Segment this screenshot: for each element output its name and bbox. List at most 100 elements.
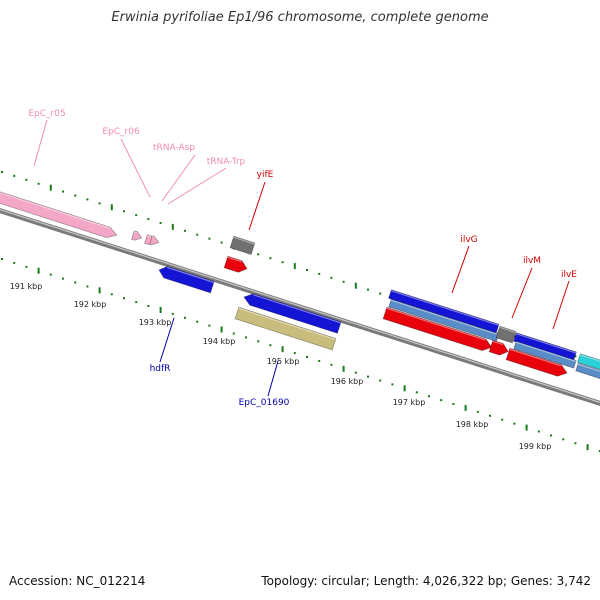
- minor-tick: [513, 335, 516, 338]
- minor-tick: [281, 261, 284, 264]
- scale-tick-label: 198 kbp: [456, 420, 489, 429]
- minor-tick: [367, 288, 369, 291]
- scale-tick-label: 191 kbp: [10, 282, 43, 291]
- minor-tick: [62, 277, 64, 280]
- feature-label[interactable]: yifE: [257, 170, 274, 180]
- minor-tick: [135, 214, 138, 217]
- feature-label[interactable]: ilvE: [561, 270, 577, 280]
- minor-tick: [159, 221, 162, 224]
- minor-tick: [330, 276, 333, 279]
- minor-tick: [86, 285, 89, 288]
- feature-label[interactable]: ilvG: [460, 235, 477, 245]
- minor-tick: [318, 359, 321, 362]
- reverse-strand-dotted-guide: [1, 258, 600, 453]
- gene-red-long-arrow[interactable]: [382, 306, 493, 353]
- minor-tick: [550, 434, 552, 437]
- gene-ilvG-lower-arrow[interactable]: [388, 298, 500, 342]
- gene-cyan-arrow[interactable]: [577, 353, 600, 372]
- minor-tick: [86, 198, 89, 201]
- tRNA-extra-arrow[interactable]: [149, 235, 160, 247]
- minor-tick: [476, 410, 479, 413]
- minor-tick: [196, 320, 199, 323]
- minor-tick: [318, 272, 321, 275]
- minor-tick: [391, 383, 394, 386]
- scale-tick-label: 195 kbp: [267, 357, 300, 366]
- accession-text: Accession: NC_012214: [9, 574, 146, 588]
- feature-label[interactable]: EpC_r06: [102, 127, 140, 137]
- gene-features[interactable]: [0, 190, 600, 381]
- gene-khaki-arrow[interactable]: [234, 306, 337, 351]
- minor-tick: [306, 355, 308, 358]
- minor-tick: [342, 280, 345, 283]
- gene-red-small-arrow[interactable]: [488, 339, 510, 357]
- minor-tick: [537, 430, 540, 433]
- minor-tick: [37, 182, 40, 185]
- minor-tick: [269, 344, 272, 347]
- feature-label[interactable]: tRNA-Trp: [207, 157, 246, 167]
- scale-tick-label: 199 kbp: [519, 442, 552, 451]
- feature-label[interactable]: ilvM: [523, 256, 541, 266]
- minor-tick: [25, 265, 28, 268]
- feature-label[interactable]: EpC_r05: [28, 109, 65, 119]
- minor-tick: [123, 210, 125, 213]
- minor-tick: [574, 442, 577, 445]
- minor-tick: [196, 233, 199, 236]
- minor-tick: [220, 241, 223, 244]
- scale-tick-label: 196 kbp: [331, 377, 364, 386]
- minor-tick: [13, 174, 16, 177]
- minor-tick: [513, 422, 516, 425]
- minor-tick: [184, 229, 186, 232]
- gene-ilvG-arrow[interactable]: [388, 289, 500, 334]
- minor-tick: [501, 418, 504, 421]
- minor-tick: [306, 268, 308, 271]
- minor-tick: [62, 190, 64, 193]
- gene-red-ilvE-arrow[interactable]: [505, 347, 569, 378]
- minor-tick: [25, 178, 28, 181]
- minor-tick: [147, 218, 150, 221]
- minor-tick: [330, 363, 333, 366]
- minor-tick: [379, 379, 382, 382]
- minor-tick: [415, 391, 418, 394]
- minor-tick: [74, 281, 77, 284]
- gene-gray-arrow[interactable]: [229, 235, 256, 255]
- gene-ilvM-gray-arrow[interactable]: [495, 325, 517, 344]
- minor-tick: [123, 297, 125, 300]
- minor-tick: [13, 261, 16, 264]
- gene-hdfR-arrow[interactable]: [157, 264, 215, 294]
- minor-tick: [354, 371, 357, 374]
- rRNA-EpC_r05-arrow[interactable]: [0, 190, 119, 241]
- minor-tick: [257, 340, 260, 343]
- feature-label[interactable]: tRNA-Asp: [153, 143, 195, 153]
- gene-ilvM-lower-arrow[interactable]: [513, 340, 577, 369]
- feature-label[interactable]: hdfR: [150, 364, 171, 374]
- scale-tick-label: 193 kbp: [139, 318, 172, 327]
- minor-tick: [562, 438, 565, 441]
- scale-tick-label: 192 kbp: [74, 300, 107, 309]
- minor-tick: [135, 301, 138, 304]
- minor-tick: [489, 414, 491, 417]
- minor-tick: [184, 316, 186, 319]
- gene-yifE-arrow[interactable]: [223, 255, 249, 274]
- minor-tick: [428, 395, 430, 398]
- minor-tick: [269, 257, 272, 260]
- leader-line: [248, 181, 266, 231]
- feature-label[interactable]: EpC_01690: [239, 398, 290, 408]
- minor-tick: [257, 253, 260, 256]
- minor-tick: [440, 399, 443, 402]
- minor-tick: [452, 403, 455, 406]
- minor-tick: [98, 202, 101, 205]
- scale-tick-label: 197 kbp: [393, 398, 426, 407]
- gene-EpC_01690-arrow[interactable]: [242, 291, 342, 334]
- minor-tick: [245, 336, 247, 339]
- minor-tick: [49, 273, 52, 276]
- leader-line: [120, 138, 151, 198]
- minor-tick: [574, 355, 577, 358]
- tRNA-Asp-arrow[interactable]: [131, 230, 143, 242]
- minor-tick: [208, 324, 211, 327]
- leader-line: [451, 245, 470, 294]
- gene-cyan-lower-arrow[interactable]: [575, 362, 600, 381]
- genome-backbone: [0, 207, 600, 407]
- minor-tick: [367, 375, 369, 378]
- topology-text: Topology: circular; Length: 4,026,322 bp…: [261, 574, 591, 588]
